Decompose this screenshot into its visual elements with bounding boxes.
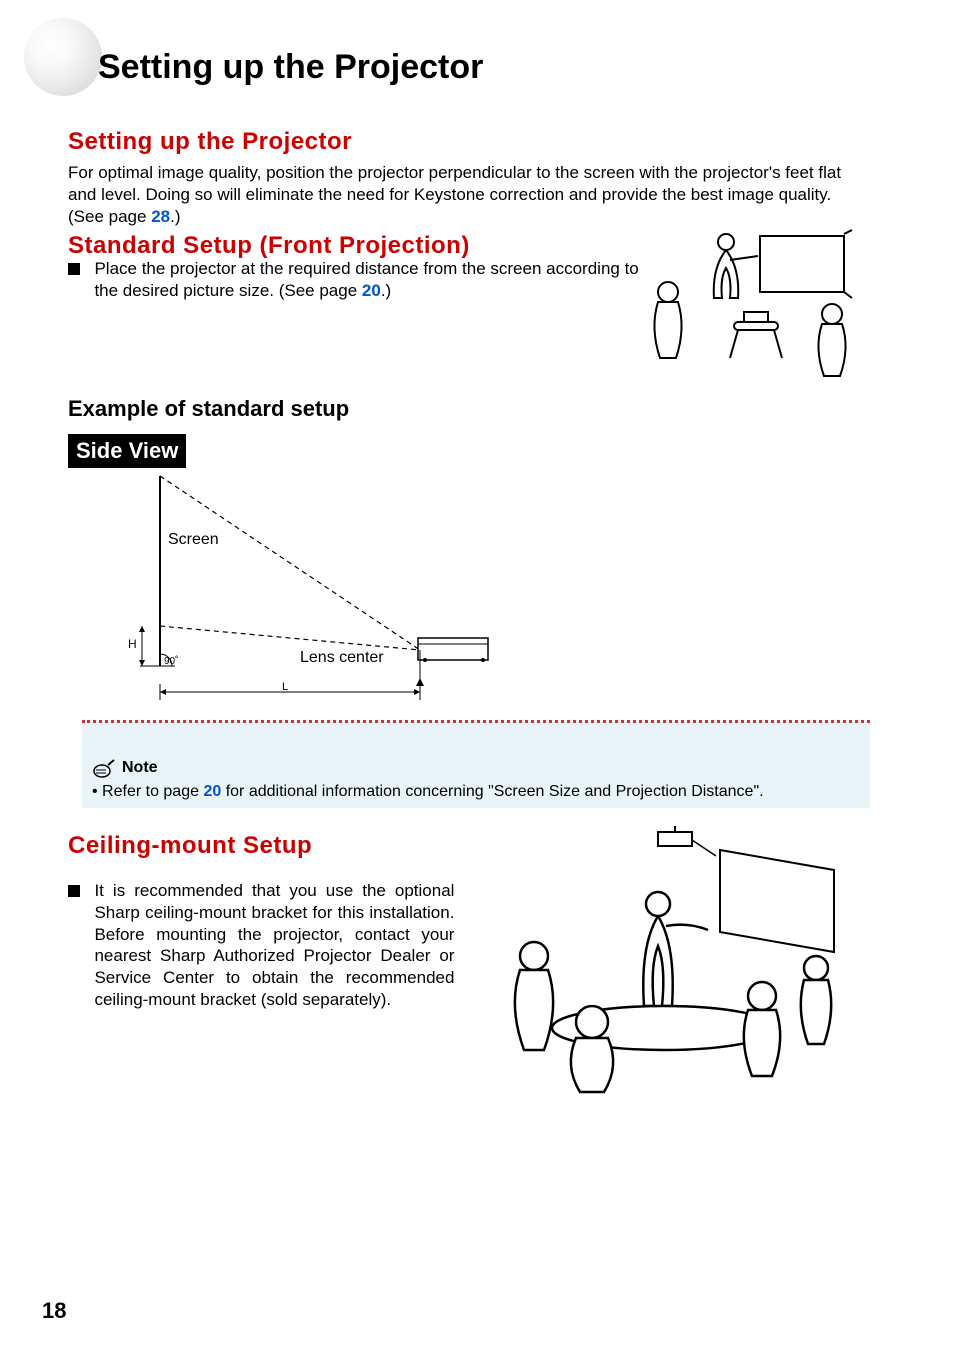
note-icon — [92, 759, 116, 779]
note-box: Note • Refer to page 20 for additional i… — [82, 720, 870, 808]
section1-text-before: For optimal image quality, position the … — [68, 163, 841, 226]
note-before: Refer to page — [102, 783, 203, 800]
section3-body: It is recommended that you use the optio… — [94, 880, 454, 1011]
page-title: Setting up the Projector — [98, 48, 483, 87]
section1-text-after: .) — [170, 207, 180, 226]
section2-text-after: .) — [381, 281, 391, 300]
section2-bullet-row: Place the projector at the required dist… — [68, 258, 668, 302]
note-body: • Refer to page 20 for additional inform… — [92, 783, 764, 801]
note-title: Note — [122, 759, 158, 777]
svg-text:Lens center: Lens center — [300, 649, 384, 666]
svg-text:Screen: Screen — [168, 531, 219, 548]
page-ref-20b[interactable]: 20 — [203, 783, 221, 800]
page-ref-20a[interactable]: 20 — [362, 281, 381, 300]
section2-heading: Standard Setup (Front Projection) — [68, 232, 470, 260]
section1-body: For optimal image quality, position the … — [68, 162, 870, 227]
square-bullet-icon — [68, 885, 80, 897]
page-ref-28[interactable]: 28 — [151, 207, 170, 226]
svg-text:L: L — [282, 681, 288, 693]
ceiling-mount-illustration — [472, 826, 872, 1096]
svg-text:H: H — [128, 637, 137, 651]
side-view-diagram: Screen Lens center H L 90˚ — [120, 470, 510, 710]
note-after: for additional information concerning "S… — [221, 783, 763, 800]
front-projection-illustration — [640, 228, 868, 386]
page-number: 18 — [42, 1298, 66, 1324]
decorative-corner-ball — [24, 18, 102, 96]
svg-text:90˚: 90˚ — [164, 655, 178, 667]
section3-bullet-row: It is recommended that you use the optio… — [68, 880, 468, 1011]
section1-heading: Setting up the Projector — [68, 128, 352, 156]
note-bullet: • — [92, 783, 102, 800]
example-heading: Example of standard setup — [68, 396, 349, 422]
section3-heading: Ceiling-mount Setup — [68, 832, 312, 860]
side-view-label: Side View — [68, 434, 186, 468]
square-bullet-icon — [68, 263, 80, 275]
